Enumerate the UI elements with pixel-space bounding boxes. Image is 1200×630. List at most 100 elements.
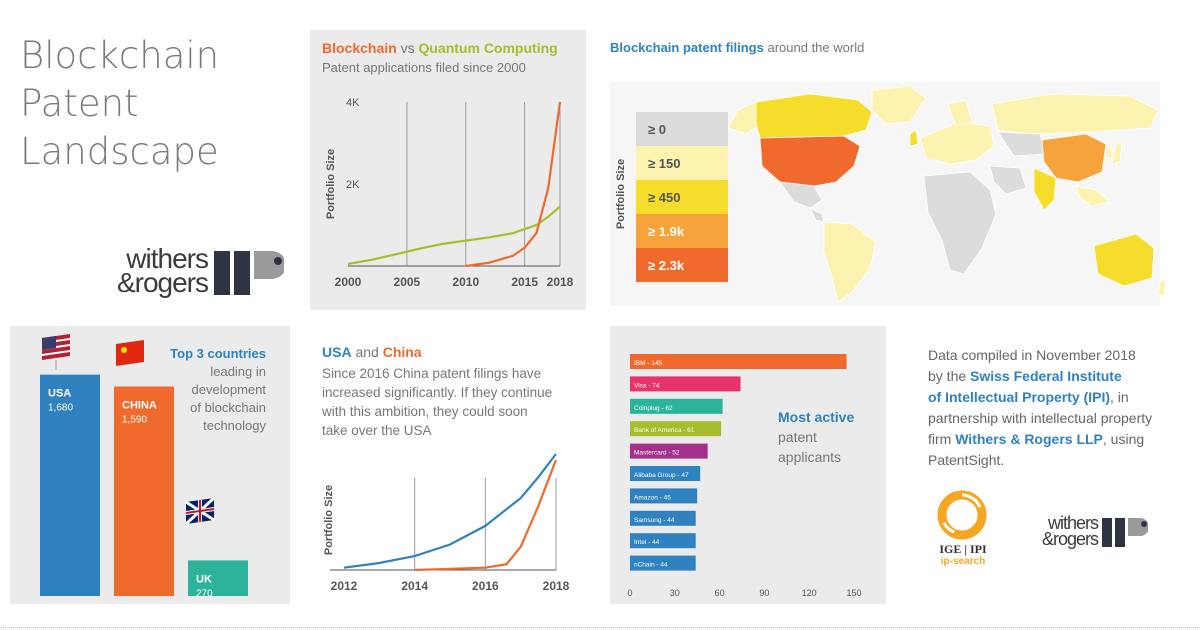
applicant-x-tick: 90 (759, 588, 769, 598)
applicants-title: Most active (778, 409, 855, 425)
map-country-usa (759, 135, 861, 187)
top3-chart: USA 1,680 CHINA 1,590 UK 270 (40, 334, 248, 599)
note-inst-1: Swiss Federal Institute (970, 368, 1122, 384)
withers-rogers-logo-small: withers &rogers (1020, 513, 1160, 555)
usch-text-4: take over the USA (322, 423, 432, 438)
note-firm-pre: firm (928, 431, 952, 447)
applicant-label: Coinplug - 62 (634, 405, 673, 412)
bcqc-x-tick: 2015 (511, 275, 538, 289)
map-legend-label-1: ≥ 150 (648, 156, 680, 171)
map-country-alaska (727, 101, 761, 135)
usch-title-china: China (382, 344, 422, 360)
logo-small-line-2: &rogers (1041, 529, 1099, 549)
map-country-australia (1093, 233, 1155, 287)
note-line-1: Data compiled in November 2018 (928, 347, 1136, 363)
applicants-chart: IBM - 145 Visa - 74 Coinplug - 62 Bank of A… (627, 354, 862, 598)
map-country-africa (923, 171, 997, 275)
top3-title: Top 3 countries (170, 346, 266, 361)
flag-usa-canton (42, 336, 56, 350)
map-title-rest: around the world (767, 40, 865, 55)
bcqc-x-tick: 2018 (547, 275, 574, 289)
top3-caption-4: technology (203, 418, 266, 433)
page-title: Blockchain Patent Landscape (20, 32, 280, 176)
note-after-inst: , in (1110, 389, 1129, 405)
flag-china-star (121, 347, 127, 353)
note-line-3: of Intellectual Property (IPI), in (928, 387, 1193, 408)
bcqc-x-tick: 2010 (452, 275, 479, 289)
usch-text-3: with this ambition, they could soon (322, 404, 528, 419)
flag-china-red (116, 340, 144, 366)
applicants-caption-2: applicants (778, 449, 842, 465)
usch-title-and: and (355, 344, 379, 360)
map-country-se-asia (1075, 185, 1111, 207)
usch-x-tick: 2016 (472, 579, 499, 593)
map-country-canada (755, 93, 873, 139)
applicant-x-tick: 60 (715, 588, 725, 598)
map-country-russia (991, 93, 1159, 135)
ige-ring-icon (937, 490, 987, 540)
logo-small-line-1: withers (1047, 513, 1099, 533)
top3-caption-1: leading in (210, 364, 266, 379)
map-country-central-america (809, 207, 825, 223)
map-title: Blockchain patent filings around the wor… (610, 40, 864, 55)
applicant-label: Alibaba Group - 47 (634, 472, 689, 479)
flag-uk-cross-red (185, 500, 215, 522)
map-country-mexico (779, 181, 823, 209)
flag-china-icon (116, 340, 144, 366)
note-firm: Withers & Rogers LLP (955, 431, 1103, 447)
applicant-label: Visa - 74 (634, 382, 660, 389)
map-title-bold: Blockchain patent filings (610, 40, 764, 55)
top3-caption: Top 3 countries leading in development o… (150, 345, 266, 435)
note-line-6: PatentSight. (928, 452, 1005, 468)
world-map: Portfolio Size ≥ 0 ≥ 150 ≥ 450 ≥ 1.9k ≥ 2.3k (615, 85, 1167, 303)
usch-text-2: increased significantly. If they continu… (322, 385, 553, 400)
bcqc-line-quantum-computing (347, 205, 561, 265)
applicant-bar-intel (630, 533, 696, 549)
top3-bar-uk (188, 560, 248, 596)
usch-x-tick: 2014 (401, 579, 428, 593)
flag-uk-icon (184, 496, 216, 526)
map-legend-label-0: ≥ 0 (648, 122, 666, 137)
map-country-greenland (871, 85, 927, 125)
map-country-china (1041, 133, 1107, 183)
top3-bar-label-uk: UK (196, 573, 212, 585)
applicant-label: Amazon - 45 (634, 494, 671, 501)
map-legend-label-2: ≥ 450 (648, 190, 680, 205)
applicant-label: Intel - 44 (634, 539, 660, 546)
map-legend-swatch (636, 248, 728, 282)
top3-caption-2: development (191, 382, 266, 397)
applicant-bar-nchain (630, 555, 696, 571)
applicant-x-tick: 0 (627, 588, 632, 598)
logo-line-2: &rogers (116, 267, 209, 298)
note-inst-2: of Intellectual Property (IPI) (928, 389, 1111, 405)
ige-ipi-logo: IGE | IPI ip-search (928, 490, 998, 580)
top3-bar-china (114, 386, 174, 596)
bcqc-line-blockchain (465, 101, 562, 268)
map-country-new-zealand (1157, 279, 1167, 297)
bcqc-x-tick: 2005 (394, 275, 421, 289)
applicant-bar-alibaba-group (630, 466, 701, 481)
applicant-label: Bank of America - 61 (634, 427, 695, 434)
usch-text-1: Since 2016 China patent filings have (322, 366, 542, 381)
applicant-label: IBM - 145 (634, 360, 663, 367)
map-country-europe (919, 121, 995, 165)
map-country-japan (1111, 141, 1123, 165)
top3-caption-3: of blockchain (190, 400, 266, 415)
map-country-middle-east (989, 165, 1027, 195)
ige-name: IGE | IPI (939, 542, 987, 556)
map-country-central-asia (997, 131, 1047, 157)
map-legend-label-3: ≥ 1.9k (648, 224, 685, 239)
bcqc-chart: 2000 2005 2010 2015 2018 2K 4K Portfolio Size (325, 97, 574, 289)
ige-sub: ip-search (940, 556, 986, 567)
applicant-label: Mastercard - 52 (634, 450, 680, 457)
bcqc-x-tick: 2000 (335, 275, 362, 289)
title-line-2: Patent (20, 82, 139, 125)
applicant-x-tick: 150 (846, 588, 861, 598)
note-by: by the (928, 368, 967, 384)
bcqc-y-axis-label: Portfolio Size (325, 149, 337, 219)
wr-mark-small-icon (1102, 518, 1148, 547)
note-line-2: by the Swiss Federal Institute (928, 366, 1193, 387)
top3-bar-value-uk: 270 (196, 588, 213, 599)
bottom-divider (0, 627, 1200, 628)
map-country-uk (909, 129, 919, 147)
